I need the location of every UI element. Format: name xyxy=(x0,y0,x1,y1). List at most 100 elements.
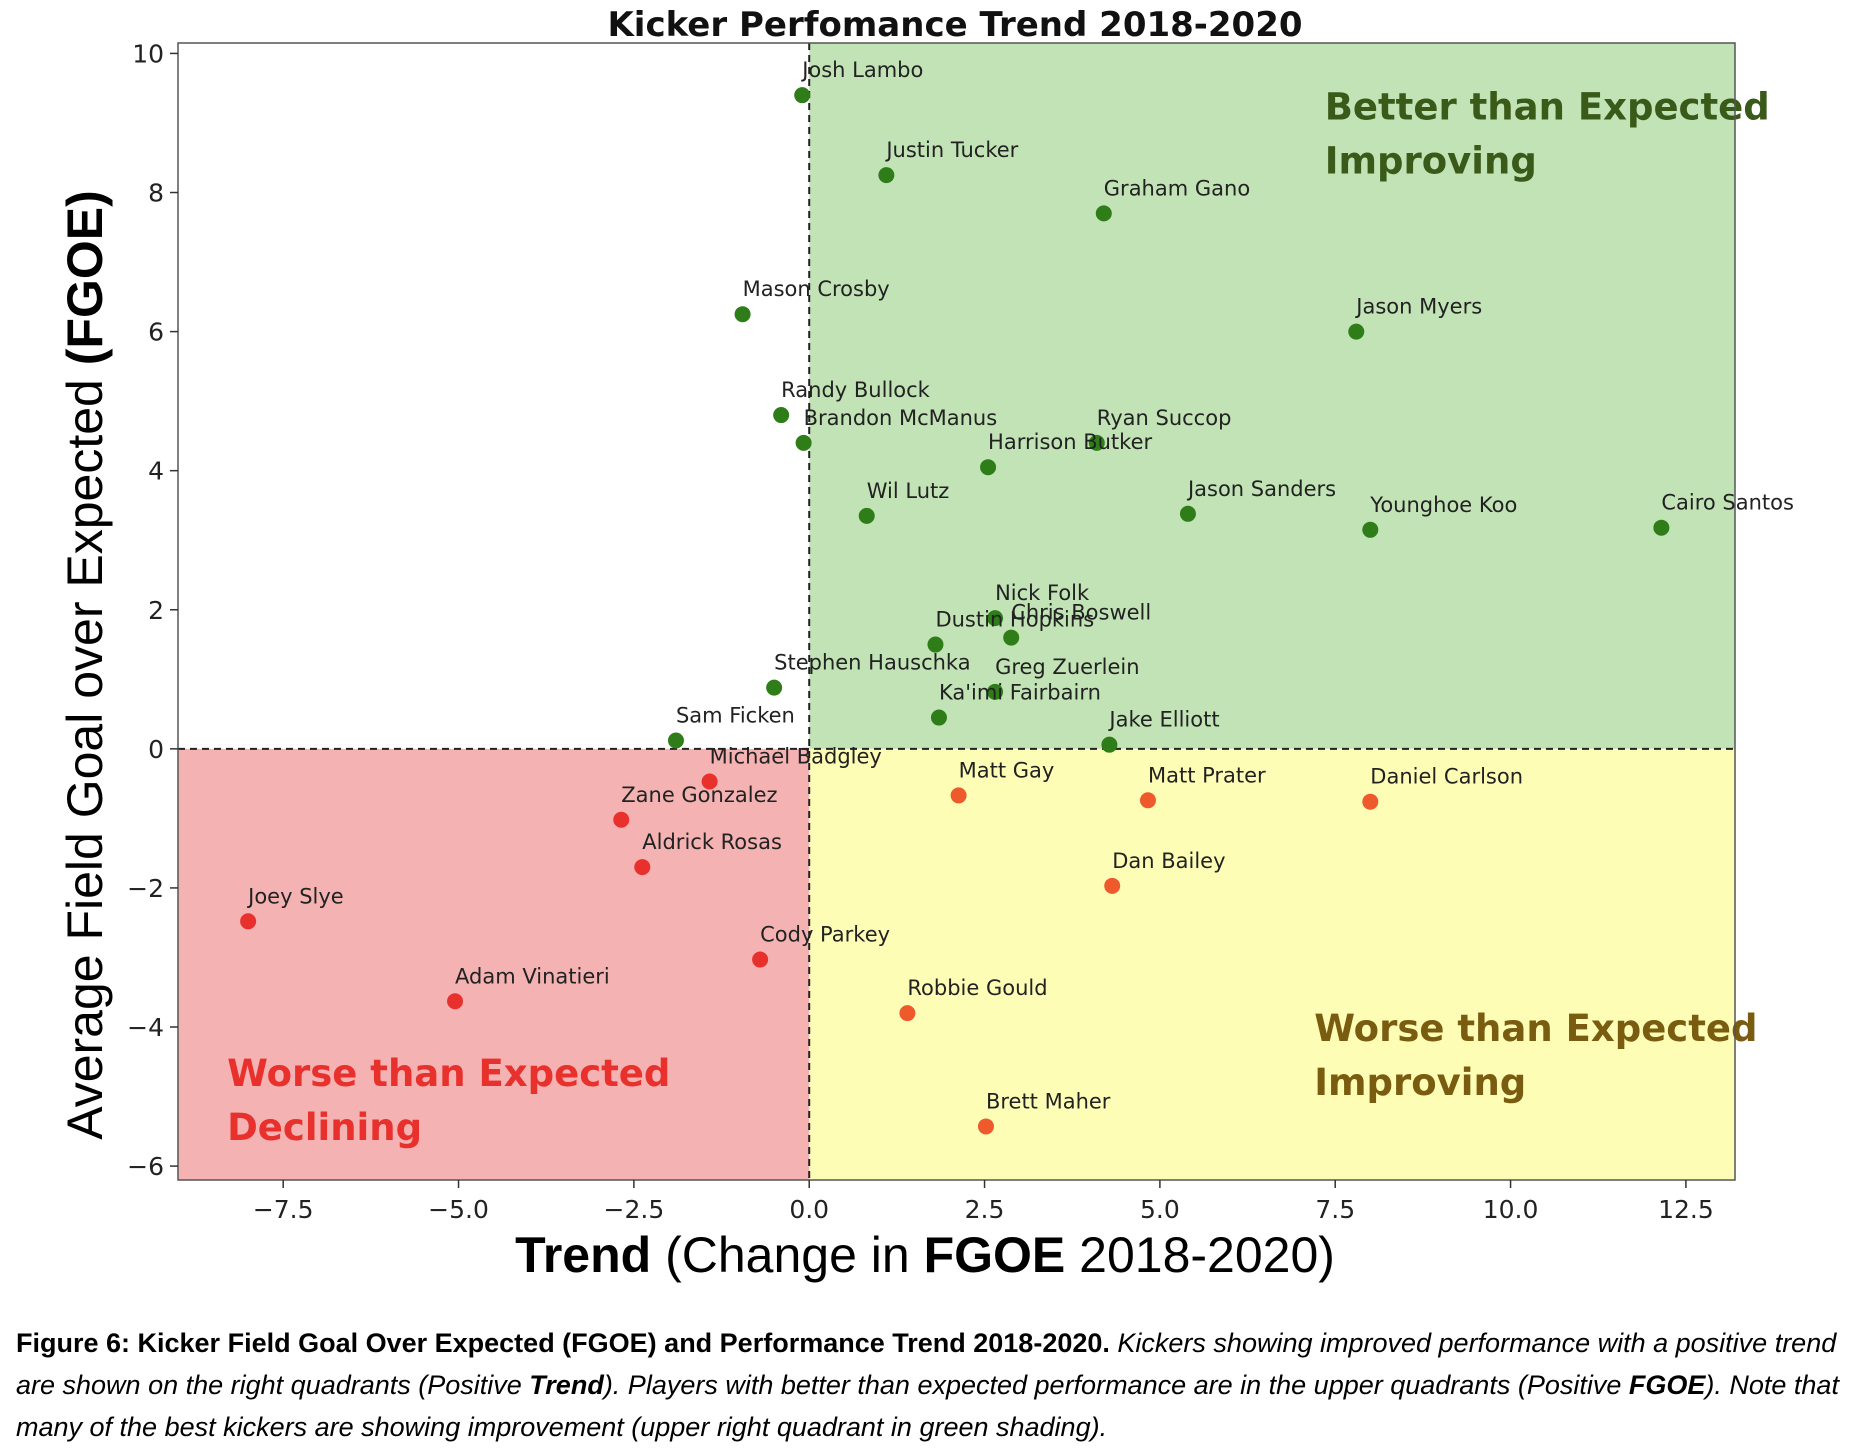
point-label: Younghoe Koo xyxy=(1369,493,1517,517)
point-label: Jake Elliott xyxy=(1107,708,1219,732)
data-point xyxy=(987,683,1004,700)
quadrant-red xyxy=(178,748,810,1180)
point-label: Matt Prater xyxy=(1148,763,1266,787)
y-axis-label-bold-fgoe: (FGOE) xyxy=(57,190,113,365)
data-point xyxy=(794,87,811,104)
caption-italic-text: ). Players with better than expected per… xyxy=(603,1370,1629,1400)
y-axis-label-part: Average Field Goal over Expected xyxy=(57,365,113,1140)
data-point xyxy=(447,993,464,1010)
y-tick-label: −6 xyxy=(127,1152,164,1181)
data-point xyxy=(613,811,630,828)
point-label: Brett Maher xyxy=(986,1089,1111,1113)
data-point xyxy=(1101,736,1118,753)
point-label: Joey Slye xyxy=(246,884,344,908)
data-point xyxy=(980,459,997,476)
point-label: Justin Tucker xyxy=(884,138,1018,162)
data-point xyxy=(878,167,895,184)
x-axis-label-part: 2018-2020) xyxy=(1065,1227,1335,1283)
data-point xyxy=(930,709,947,726)
quadrant-label-red: Declining xyxy=(227,1106,422,1149)
y-tick-label: 10 xyxy=(132,39,164,68)
caption-bold-trend: Trend xyxy=(529,1370,604,1400)
x-tick-label: 12.5 xyxy=(1658,1195,1714,1224)
quadrant-label-red: Worse than Expected xyxy=(227,1052,670,1095)
point-label: Aldrick Rosas xyxy=(642,830,782,854)
caption-italic-text: Kickers showing improved performance wit… xyxy=(16,1328,1837,1400)
point-label: Jason Sanders xyxy=(1186,477,1336,501)
data-point xyxy=(1104,877,1121,894)
x-tick-label: −5.0 xyxy=(428,1195,489,1224)
y-tick-label: −2 xyxy=(127,874,164,903)
quadrant-labels: Better than Expected Improving Worse than … xyxy=(227,85,1770,1149)
y-axis-label: Average Field Goal over Expected (FGOE) xyxy=(57,190,113,1140)
point-label: Harrison Butker xyxy=(988,430,1152,454)
quadrant-dividers xyxy=(178,43,1735,1180)
data-point xyxy=(1362,793,1379,810)
quadrant-label-yellow: Worse than Expected xyxy=(1314,1007,1757,1050)
data-point xyxy=(1362,521,1379,538)
y-axis-ticks: −6 −4 −2 0 2 4 6 8 10 xyxy=(127,39,178,1181)
quadrant-yellow xyxy=(809,748,1735,1180)
quadrant-shading xyxy=(178,43,1735,1180)
point-label: Greg Zuerlein xyxy=(995,655,1140,679)
data-point xyxy=(1348,323,1365,340)
caption-bold-lead: Figure 6: Kicker Field Goal Over Expecte… xyxy=(16,1328,1110,1358)
data-point xyxy=(734,306,751,323)
x-tick-label: 7.5 xyxy=(1315,1195,1355,1224)
data-point xyxy=(858,507,875,524)
x-axis-ticks: −7.5 −5.0 −2.5 0.0 2.5 5.0 7.5 10.0 12.5 xyxy=(253,1180,1714,1224)
y-tick-label: −4 xyxy=(127,1013,164,1042)
point-label: Wil Lutz xyxy=(867,479,950,503)
data-point xyxy=(634,859,651,876)
data-point xyxy=(927,636,944,653)
point-label: Adam Vinatieri xyxy=(455,964,610,988)
quadrant-label-green: Better than Expected xyxy=(1325,85,1770,128)
point-label: Jason Myers xyxy=(1354,295,1482,319)
point-label: Cairo Santos xyxy=(1661,491,1794,515)
data-point xyxy=(773,407,790,424)
x-tick-label: 2.5 xyxy=(965,1195,1005,1224)
y-tick-label: 8 xyxy=(148,179,164,208)
figure-caption: Figure 6: Kicker Field Goal Over Expecte… xyxy=(16,1322,1861,1448)
point-label: Matt Gay xyxy=(959,758,1055,782)
data-point xyxy=(667,732,684,749)
y-tick-label: 4 xyxy=(148,457,164,486)
data-point xyxy=(1653,519,1670,536)
point-label: Chris Boswell xyxy=(1011,601,1151,625)
x-tick-label: 5.0 xyxy=(1140,1195,1180,1224)
data-point xyxy=(977,1118,994,1135)
x-axis-label: Trend (Change in FGOE 2018-2020) xyxy=(515,1227,1335,1283)
caption-italic-text: ). Note that many of the best kickers ar… xyxy=(16,1370,1839,1442)
quadrant-label-green: Improving xyxy=(1325,139,1537,182)
data-point xyxy=(701,773,718,790)
x-tick-label: 10.0 xyxy=(1483,1195,1539,1224)
y-tick-label: 0 xyxy=(148,735,164,764)
x-axis-label-bold-fgoe: FGOE xyxy=(924,1227,1066,1283)
data-point xyxy=(1003,629,1020,646)
data-point xyxy=(899,1005,916,1022)
point-label: Ryan Succop xyxy=(1097,406,1232,430)
point-labels: Josh Lambo Justin Tucker Graham Gano Mason … xyxy=(246,58,1794,1113)
kicker-scatter-chart: Kicker Perfomance Trend 2018-2020 Better… xyxy=(57,5,1794,1283)
data-point xyxy=(752,951,769,968)
chart-title: Kicker Perfomance Trend 2018-2020 xyxy=(607,5,1302,45)
y-tick-label: 2 xyxy=(148,596,164,625)
data-point xyxy=(950,787,967,804)
point-label: Michael Badgley xyxy=(710,745,882,769)
point-label: Dustin Hopkins xyxy=(935,608,1094,632)
data-point xyxy=(1095,205,1112,222)
point-label: Robbie Gould xyxy=(907,976,1047,1000)
x-axis-label-bold-trend: Trend xyxy=(515,1227,651,1283)
data-point xyxy=(240,913,257,930)
x-axis-label-part: (Change in xyxy=(651,1227,923,1283)
data-point xyxy=(766,679,783,696)
point-label: Brandon McManus xyxy=(804,406,998,430)
data-point xyxy=(1088,434,1105,451)
x-tick-label: 0.0 xyxy=(789,1195,829,1224)
data-point xyxy=(1179,505,1196,522)
point-label: Daniel Carlson xyxy=(1370,765,1523,789)
point-label: Cody Parkey xyxy=(760,923,890,947)
point-label: Dan Bailey xyxy=(1112,849,1225,873)
x-tick-label: −7.5 xyxy=(253,1195,314,1224)
y-tick-label: 6 xyxy=(148,318,164,347)
